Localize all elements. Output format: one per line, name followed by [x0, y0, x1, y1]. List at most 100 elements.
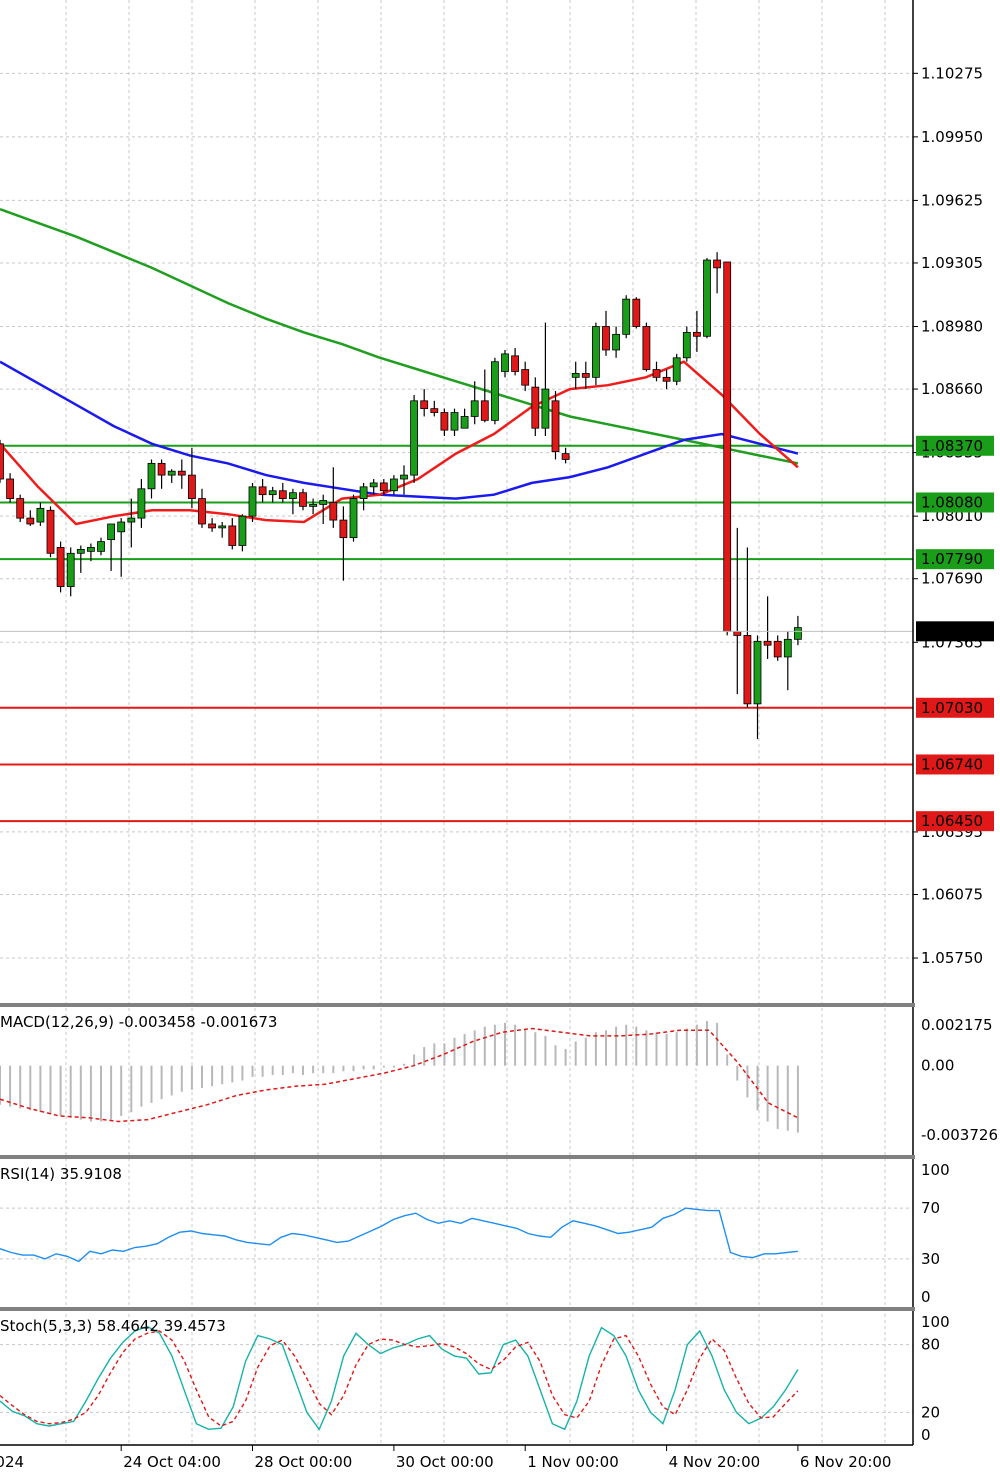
stoch-tick-label: 100 — [921, 1313, 950, 1331]
candle-body — [26, 517, 35, 525]
time-tick-label: 22 Oct 2024 — [0, 1453, 24, 1471]
price-tick-label: 1.05750 — [921, 949, 983, 967]
rsi-label: RSI(14) 35.9108 — [0, 1165, 122, 1183]
candle-body — [248, 486, 257, 517]
level-price-tag — [916, 492, 994, 513]
macd-tick-label: -0.003726 — [921, 1126, 998, 1144]
candle-body — [288, 492, 297, 499]
candle-body — [97, 541, 105, 552]
candle-body — [87, 547, 95, 552]
rsi-line — [0, 1207, 798, 1263]
price-tick-label: 1.07690 — [921, 570, 983, 588]
candle-body — [379, 482, 388, 492]
candle-body — [107, 523, 115, 541]
ma-slow-green-line — [0, 208, 799, 465]
candle-body — [268, 490, 277, 496]
candle-body — [56, 547, 65, 587]
time-tick-label: 30 Oct 00:00 — [396, 1453, 494, 1471]
stoch-tick-label: 80 — [921, 1336, 940, 1354]
stoch-plot — [0, 1325, 913, 1431]
candlesticks — [0, 252, 802, 740]
macd-panel: MACD(12,26,9) -0.003458 -0.001673 0.0021… — [0, 1013, 998, 1144]
candle-body — [480, 400, 489, 421]
candle-body — [6, 478, 14, 499]
candle-body — [460, 416, 469, 429]
ma-mid-blue-line — [0, 360, 799, 500]
rsi-tick-label: 100 — [921, 1161, 950, 1179]
price-tick-label: 1.09950 — [921, 128, 983, 146]
candle-body — [662, 376, 671, 382]
time-tick-label: 6 Nov 20:00 — [800, 1453, 892, 1471]
candle-body — [0, 443, 4, 480]
macd-label: MACD(12,26,9) -0.003458 -0.001673 — [0, 1013, 277, 1031]
candle-body — [329, 502, 338, 521]
candle-body — [127, 517, 136, 523]
grid-lines — [0, 0, 913, 1445]
candle-body — [208, 523, 217, 529]
candle-body — [430, 408, 439, 413]
candle-body — [228, 525, 237, 546]
price-tags: 1.08370 1.08080 1.07790 1.07030 1.06740 1.064… — [0, 435, 994, 832]
level-price-tag-text: 1.06450 — [921, 812, 983, 830]
current-price-tag-text: 1.07421 — [921, 622, 983, 640]
candle-body — [541, 388, 550, 429]
price-tick-label: 1.08660 — [921, 380, 983, 398]
stoch-signal-line — [0, 1330, 799, 1427]
candle-body — [531, 386, 540, 429]
candle-body — [46, 509, 55, 554]
rsi-tick-label: 30 — [921, 1250, 940, 1268]
moving-averages — [0, 208, 799, 526]
candle-body — [783, 638, 792, 658]
level-price-tag-text: 1.08370 — [921, 437, 983, 455]
candle-body — [763, 640, 772, 646]
macd-plot — [0, 1021, 799, 1133]
level-price-tag — [916, 811, 994, 832]
ma-fast-red-line — [0, 360, 799, 526]
candle-body — [137, 488, 146, 519]
candle-body — [561, 453, 570, 460]
candle-body — [198, 498, 206, 525]
price-axis: 1.10275 1.09950 1.09625 1.09305 1.08980 1.086… — [913, 64, 983, 967]
candle-body — [571, 373, 580, 378]
stoch-main-line — [0, 1325, 799, 1431]
candle-body — [218, 525, 227, 529]
panel-separator — [0, 1307, 915, 1311]
candle-body — [349, 498, 358, 539]
stoch-tick-label: 20 — [921, 1403, 940, 1421]
candle-body — [612, 333, 620, 351]
main-price-panel: 1.10275 1.09950 1.09625 1.09305 1.08980 1.086… — [0, 64, 994, 967]
level-price-tag — [916, 697, 994, 718]
time-tick-label: 1 Nov 00:00 — [527, 1453, 619, 1471]
candle-body — [632, 298, 641, 327]
candle-body — [359, 486, 368, 499]
price-tick-label: 1.08980 — [921, 318, 983, 336]
candle-body — [299, 492, 307, 507]
candle-body — [66, 552, 75, 587]
stoch-panel: Stoch(5,3,3) 58.4642 39.4573 100 80 20 0 — [0, 1313, 950, 1444]
rsi-tick-label: 70 — [921, 1199, 940, 1217]
stoch-label: Stoch(5,3,3) 58.4642 39.4573 — [0, 1317, 226, 1335]
level-price-tag — [916, 754, 994, 775]
candle-body — [672, 357, 681, 382]
candle-body — [420, 400, 429, 410]
candle-body — [187, 474, 196, 499]
macd-tick-label: 0.002175 — [921, 1016, 993, 1034]
candle-body — [733, 631, 742, 636]
candle-body — [703, 259, 711, 337]
macd-tick-label: 0.00 — [921, 1057, 954, 1075]
candle-body — [389, 478, 398, 492]
rsi-panel: RSI(14) 35.9108 100 70 30 0 — [0, 1161, 950, 1306]
candle-body — [450, 412, 459, 431]
level-price-tag-text: 1.07030 — [921, 699, 983, 717]
time-tick-label: 4 Nov 20:00 — [669, 1453, 761, 1471]
candle-body — [238, 515, 247, 546]
candle-body — [470, 400, 479, 417]
candle-body — [167, 470, 176, 476]
candle-body — [682, 331, 691, 359]
level-price-tag-text: 1.07790 — [921, 550, 983, 568]
panel-separator — [0, 1003, 915, 1007]
candle-body — [177, 470, 186, 476]
candle-body — [713, 259, 721, 269]
candle-body — [147, 462, 156, 490]
